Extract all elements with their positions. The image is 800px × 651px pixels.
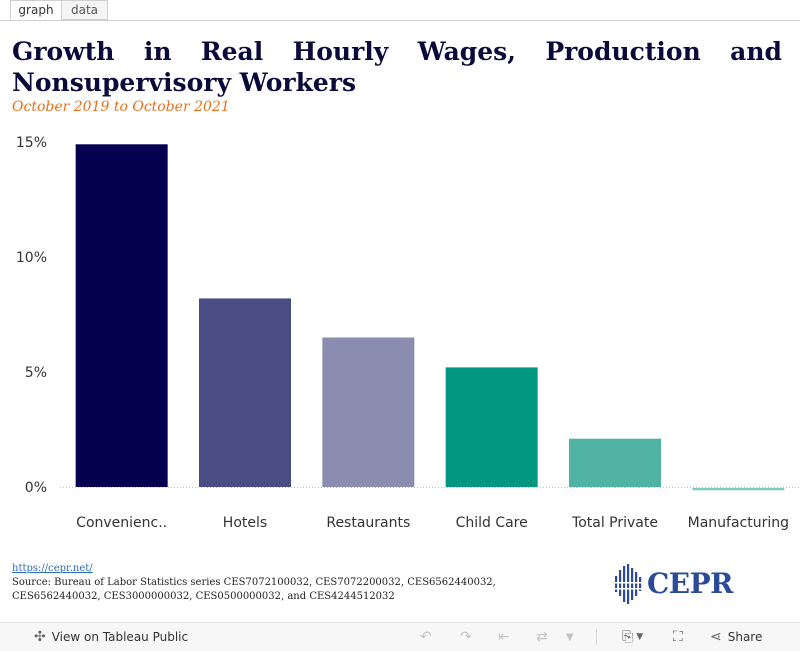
bar-manufacturing[interactable] bbox=[692, 488, 785, 491]
redo-button[interactable]: ↷ bbox=[460, 623, 472, 651]
fullscreen-icon: ⛶ bbox=[673, 629, 683, 645]
cepr-logo-mark-icon bbox=[613, 564, 645, 604]
chevron-down-icon: ▼ bbox=[636, 632, 644, 642]
chart-subtitle: October 2019 to October 2021 bbox=[12, 99, 230, 115]
cepr-logo-text: CEPR bbox=[647, 567, 733, 600]
bar-total-private[interactable] bbox=[569, 438, 661, 487]
x-tick-label: Manufacturing bbox=[688, 515, 789, 531]
tab-graph[interactable]: graph bbox=[10, 0, 62, 20]
tableau-toolbar: ✣ View on Tableau Public ↶ ↷ ⇤ ⇄ ▼ ⎘ ▼ ⛶… bbox=[0, 622, 800, 651]
refresh-button[interactable]: ⇄ bbox=[536, 623, 548, 651]
tableau-icon: ✣ bbox=[34, 629, 46, 645]
x-tick-label: Child Care bbox=[456, 515, 528, 531]
x-tick-label: Total Private bbox=[571, 515, 658, 531]
chevron-down-icon: ▼ bbox=[566, 631, 574, 643]
source-note: Source: Bureau of Labor Statistics serie… bbox=[12, 577, 496, 602]
bar-hotels[interactable] bbox=[199, 298, 291, 487]
cepr-logo: CEPR bbox=[613, 562, 743, 606]
share-label: Share bbox=[727, 630, 763, 644]
bar-restaurants[interactable] bbox=[322, 337, 415, 488]
x-tick-label: Hotels bbox=[223, 515, 267, 531]
sheet-tabs: graph data bbox=[0, 0, 800, 21]
y-tick-label: 5% bbox=[25, 365, 47, 381]
x-tick-label: Restaurants bbox=[326, 515, 410, 531]
toolbar-divider bbox=[596, 629, 597, 645]
cepr-link[interactable]: https://cepr.net/ bbox=[12, 563, 93, 574]
revert-icon: ⇤ bbox=[498, 629, 510, 645]
bar-chart: 15% 10% 5% 0% Convenienc.. Hotels Restaurants C… bbox=[16, 135, 800, 531]
view-on-tableau-label: View on Tableau Public bbox=[51, 630, 189, 644]
undo-button[interactable]: ↶ bbox=[420, 623, 432, 651]
share-button[interactable]: ⋖ Share bbox=[710, 623, 762, 651]
y-tick-label: 0% bbox=[25, 480, 47, 496]
bar-convenienc[interactable] bbox=[75, 144, 168, 488]
bar-child-care[interactable] bbox=[445, 367, 538, 487]
view-on-tableau-button[interactable]: ✣ View on Tableau Public bbox=[34, 623, 188, 651]
fullscreen-button[interactable]: ⛶ bbox=[673, 623, 683, 651]
undo-icon: ↶ bbox=[420, 629, 432, 645]
chart-title: Growth in Real Hourly Wages, Production … bbox=[12, 37, 782, 97]
y-tick-label: 15% bbox=[16, 135, 47, 151]
download-icon: ⎘ bbox=[622, 629, 634, 645]
share-icon: ⋖ bbox=[710, 629, 722, 645]
download-button[interactable]: ⎘ ▼ bbox=[622, 623, 643, 651]
x-tick-label: Convenienc.. bbox=[76, 515, 167, 531]
revert-button[interactable]: ⇤ bbox=[498, 623, 510, 651]
refresh-icon: ⇄ bbox=[536, 629, 548, 645]
pause-dropdown[interactable]: ▼ bbox=[566, 623, 574, 651]
redo-icon: ↷ bbox=[460, 629, 472, 645]
tab-data[interactable]: data bbox=[62, 0, 108, 20]
y-tick-label: 10% bbox=[16, 250, 47, 266]
